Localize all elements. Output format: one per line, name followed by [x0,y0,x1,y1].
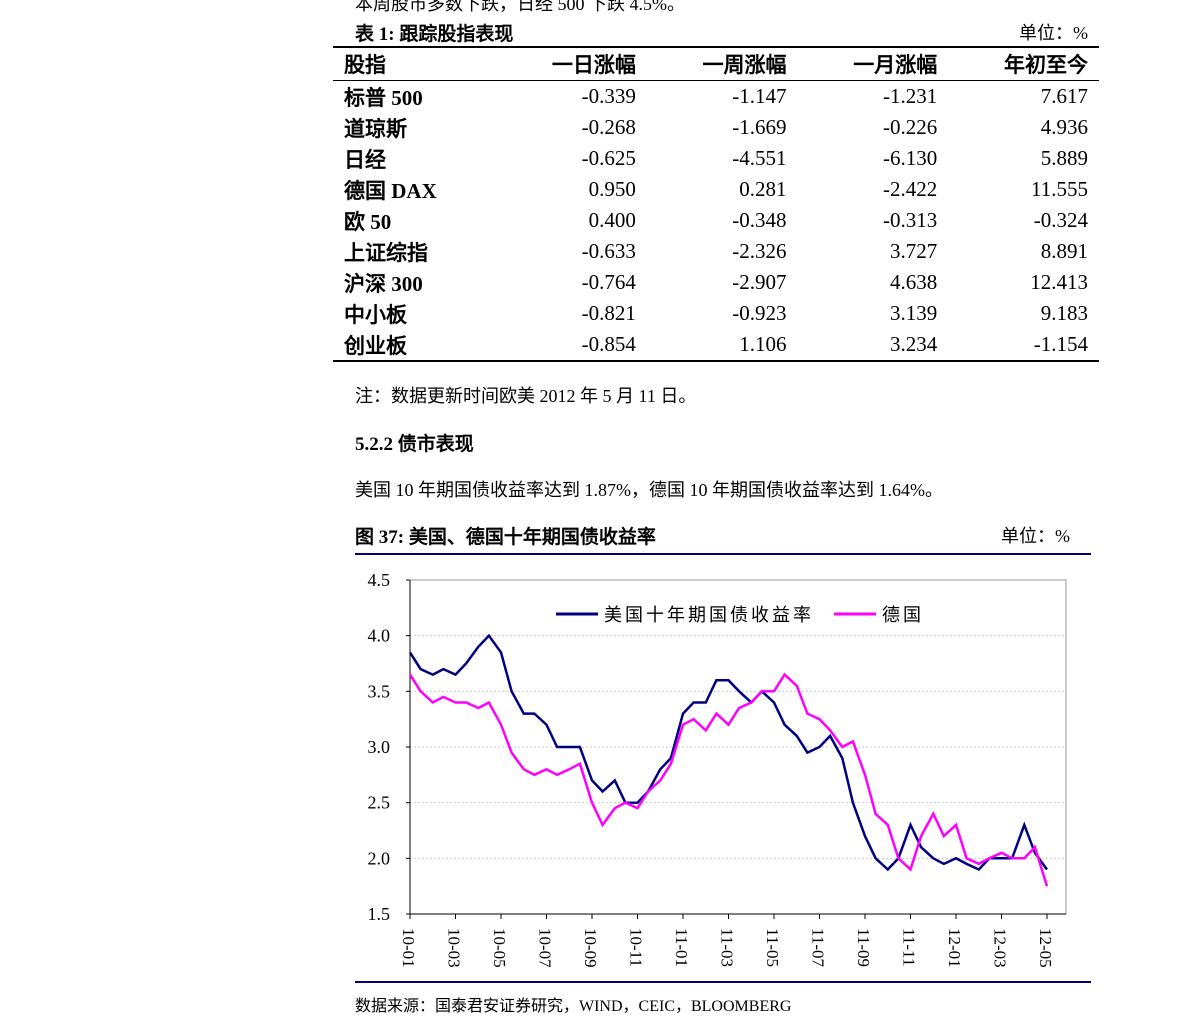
x-tick-label: 11-03 [718,928,737,967]
table-cell: -0.821 [581,301,636,325]
table-cell: 上证综指 [344,240,428,265]
figure-top-rule [355,553,1091,555]
y-tick-label: 4.0 [368,626,391,646]
table-cell: -2.422 [883,177,938,201]
x-tick-label: 10-05 [490,928,509,968]
y-tick-label: 3.0 [368,737,391,757]
table-row: 沪深 300 -0.764 -2.907 4.638 12.413 [333,267,1099,298]
x-tick-label: 12-05 [1036,928,1055,968]
table-note: 注：数据更新时间欧美 2012 年 5 月 11 日。 [355,386,697,406]
x-tick-label: 11-07 [809,928,828,968]
table-cell: 日经 [344,147,386,172]
table-row: 上证综指 -0.633 -2.326 3.727 8.891 [333,236,1099,267]
table-cell: -0.625 [581,146,636,170]
table-cell: 道琼斯 [344,116,407,141]
table-row: 日经 -0.625 -4.551 -6.130 5.889 [333,143,1099,174]
x-tick-label: 11-11 [900,928,919,966]
section-title: 5.2.2 债市表现 [355,434,474,455]
top-text: 本周股市多数下跌，日经 500 下跌 4.5%。 [355,0,685,14]
table-cell: -0.764 [581,270,636,294]
table-cell: -0.313 [883,208,938,232]
y-tick-label: 2.0 [368,848,391,868]
y-tick-label: 4.5 [368,570,391,590]
x-tick-label: 10-03 [445,928,464,968]
table-cell: 4.936 [1040,115,1088,139]
series-line-us [408,633,1049,872]
table-cell: 3.727 [890,239,938,263]
table-cell: 0.281 [739,177,787,201]
table-cell: -2.907 [732,270,787,294]
table-cell: 1.106 [646,329,798,362]
column-header: 一周涨幅 [646,46,798,81]
table-row: 德国 DAX 0.950 0.281 -2.422 11.555 [333,174,1099,205]
table-cell: 0.400 [588,208,636,232]
figure-unit: 单位：% [1001,526,1070,546]
table-cell: -0.268 [581,115,636,139]
table-cell: -1.669 [732,115,787,139]
table-cell: -0.226 [883,115,938,139]
x-tick-label: 11-05 [763,928,782,967]
table-row: 标普 500 -0.339 -1.147 -1.231 7.617 [333,81,1099,113]
x-tick-label: 12-03 [991,928,1010,968]
table-cell: 0.950 [588,177,636,201]
table-cell: 3.234 [797,329,949,362]
table-cell: -1.231 [883,84,938,108]
column-header: 一月涨幅 [797,46,949,81]
table-cell: -0.324 [1033,208,1088,232]
table-cell: 德国 DAX [344,178,437,203]
table-cell: 中小板 [344,302,407,327]
y-tick-label: 2.5 [368,793,391,813]
section-text: 美国 10 年期国债收益率达到 1.87%，德国 10 年期国债收益率达到 1.… [355,480,943,500]
series-line-germany [408,672,1049,887]
x-tick-label: 10-11 [627,928,646,967]
table-cell: -6.130 [883,146,938,170]
table-cell: 标普 500 [344,85,423,110]
y-tick-label: 1.5 [368,904,391,924]
bond-yield-chart: 4.5 4.0 3.5 3.0 2.5 2.0 1.5 10-01 10-03 10-05 10-0… [368,570,1067,968]
column-header: 年初至今 [948,46,1099,81]
x-tick-label: 10-07 [536,928,555,968]
table-cell: 沪深 300 [344,271,423,296]
column-header: 股指 [333,46,497,81]
table-cell: -1.147 [732,84,787,108]
table-row: 创业板 -0.854 1.106 3.234 -1.154 [333,329,1099,362]
figure-caption: 图 37: 美国、德国十年期国债收益率 [355,527,656,548]
table-cell: 9.183 [1040,301,1088,325]
table-cell: -0.923 [732,301,787,325]
x-tick-label: 10-09 [581,928,600,968]
table-cell: -2.326 [732,239,787,263]
x-tick-label: 11-01 [672,928,691,967]
table-cell: 创业板 [333,329,497,362]
legend-label-germany: 德国 [882,605,924,626]
x-tick-label: 11-09 [854,928,873,967]
table-row: 中小板 -0.821 -0.923 3.139 9.183 [333,298,1099,329]
table-caption: 表 1: 跟踪股指表现 [355,24,514,45]
table-cell: 8.891 [1040,239,1088,263]
x-tick-label: 10-01 [399,928,418,968]
table-row: 道琼斯 -0.268 -1.669 -0.226 4.936 [333,112,1099,143]
table-cell: -0.348 [732,208,787,232]
table-cell: 7.617 [1040,84,1088,108]
table-cell: -0.339 [581,84,636,108]
table-cell: 欧 50 [344,209,392,234]
table-cell: -0.854 [496,329,647,362]
table-row: 欧 50 0.400 -0.348 -0.313 -0.324 [333,205,1099,236]
table-cell: -0.633 [581,239,636,263]
table-unit: 单位：% [1019,23,1088,43]
table-cell: 3.139 [890,301,938,325]
figure-bottom-rule [355,981,1091,983]
x-tick-label: 12-01 [945,928,964,968]
table-cell: 5.889 [1040,146,1088,170]
figure-source: 数据来源：国泰君安证券研究，WIND，CEIC，BLOOMBERG [355,998,792,1015]
index-table: 股指 一日涨幅 一周涨幅 一月涨幅 年初至今标普 500 -0.339 -1.147 -1.2… [333,46,1099,362]
y-tick-label: 3.5 [368,681,391,701]
column-header: 一日涨幅 [496,46,647,81]
table-cell: 11.555 [1031,177,1088,201]
table-cell: 4.638 [890,270,938,294]
legend-label-us: 美国十年期国债收益率 [604,605,814,626]
table-cell: -4.551 [732,146,787,170]
table-cell: 12.413 [1030,270,1088,294]
table-cell: -1.154 [948,329,1099,362]
